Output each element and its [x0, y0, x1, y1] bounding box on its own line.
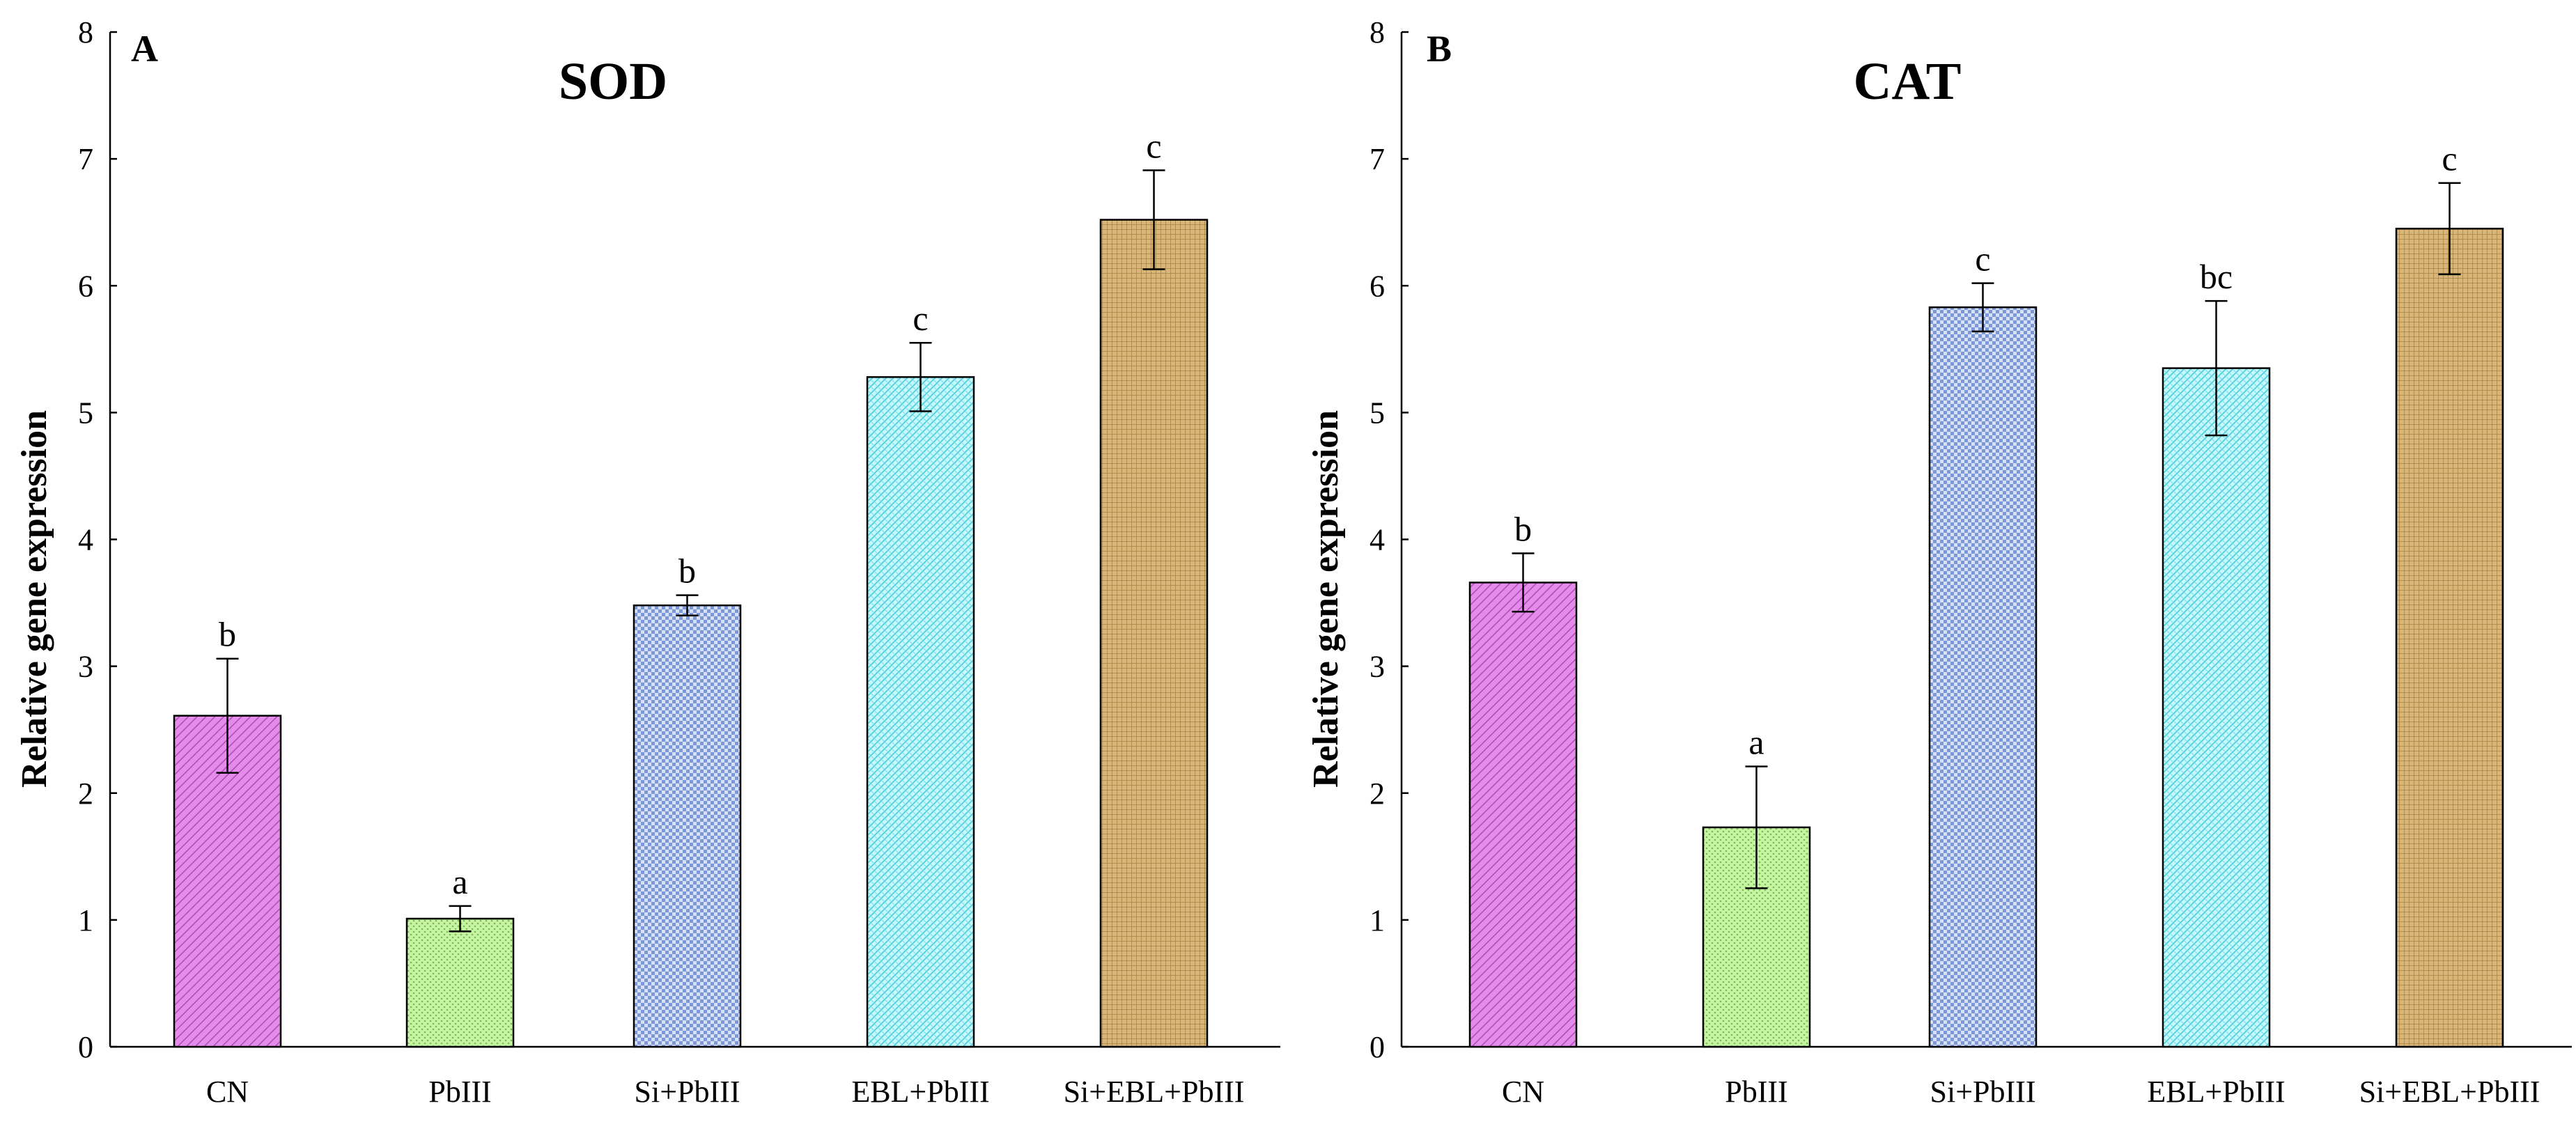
category-label-a-1: CN	[206, 1075, 249, 1109]
bars-b: b CN a PbIII c Si+PbIII bc EBL+PbIII c Si+EBL+PbI…	[1468, 139, 2540, 1109]
y-tick-label-b: 6	[1370, 269, 1385, 303]
y-axis-label-a: Relative gene expression	[15, 410, 54, 788]
y-tick-label-a: 8	[78, 15, 93, 49]
chart-title-sod: SOD	[559, 52, 667, 111]
y-tick-label-a: 3	[78, 650, 93, 684]
significance-label-b-4: bc	[2200, 257, 2233, 296]
significance-label-a-4: c	[913, 299, 928, 338]
category-label-b-4: EBL+PbIII	[2147, 1075, 2285, 1109]
bars-a: b CN a PbIII b Si+PbIII c EBL+PbIII c Si+EBL+PbII…	[173, 127, 1245, 1109]
y-tick-label-b: 2	[1370, 777, 1385, 811]
y-tick-label-b: 1	[1370, 903, 1385, 937]
y-tick-label-b: 7	[1370, 142, 1385, 176]
y-tick-label-a: 6	[78, 269, 93, 303]
y-tick-label-a: 4	[78, 523, 93, 557]
y-tick-label-a: 7	[78, 142, 93, 176]
category-label-a-2: PbIII	[428, 1075, 491, 1109]
bar-a-4	[866, 376, 975, 1048]
bar-b-4	[2162, 367, 2271, 1048]
y-tick-label-a: 1	[78, 903, 93, 937]
significance-label-b-3: c	[1975, 240, 1990, 279]
y-tick-label-a: 5	[78, 396, 93, 430]
chart-panel-cat: B CAT Relative gene expression 0 1 2 3 4 5 6 7 8…	[1306, 15, 2572, 1109]
bar-a-3	[633, 604, 742, 1048]
bar-a-2	[405, 917, 515, 1048]
panel-label-b: B	[1427, 28, 1452, 70]
category-label-a-5: Si+EBL+PbIII	[1064, 1075, 1245, 1109]
significance-label-b-2: a	[1748, 723, 1764, 762]
category-label-b-2: PbIII	[1725, 1075, 1787, 1109]
significance-label-a-3: b	[678, 552, 696, 591]
category-label-a-3: Si+PbIII	[635, 1075, 740, 1109]
y-tick-label-b: 5	[1370, 396, 1385, 430]
significance-label-b-1: b	[1514, 510, 1532, 549]
y-axis-label-b: Relative gene expression	[1306, 410, 1346, 788]
significance-label-b-5: c	[2442, 139, 2457, 178]
chart-panel-sod: A SOD Relative gene expression 0 1 2 3 4 5 6 7 8…	[15, 15, 1280, 1109]
y-ticks-b: 0 1 2 3 4 5 6 7 8	[1370, 15, 1409, 1064]
significance-label-a-2: a	[452, 862, 467, 901]
panel-label-a: A	[131, 28, 158, 70]
y-ticks-a: 0 1 2 3 4 5 6 7 8	[78, 15, 117, 1064]
category-label-b-3: Si+PbIII	[1930, 1075, 2036, 1109]
y-tick-label-b: 3	[1370, 650, 1385, 684]
chart-title-cat: CAT	[1854, 52, 1962, 111]
y-tick-label-a: 0	[78, 1030, 93, 1064]
bar-b-3	[1928, 306, 2038, 1048]
bar-b-1	[1468, 582, 1578, 1048]
category-label-b-1: CN	[1502, 1075, 1544, 1109]
category-label-a-4: EBL+PbIII	[851, 1075, 989, 1109]
y-tick-label-b: 4	[1370, 523, 1385, 557]
y-tick-label-b: 0	[1370, 1030, 1385, 1064]
significance-label-a-1: b	[219, 615, 236, 654]
y-tick-label-b: 8	[1370, 15, 1385, 49]
y-tick-label-a: 2	[78, 777, 93, 811]
significance-label-a-5: c	[1146, 127, 1161, 166]
bar-a-5	[1099, 219, 1209, 1048]
category-label-b-5: Si+EBL+PbIII	[2359, 1075, 2540, 1109]
bar-b-5	[2395, 228, 2504, 1048]
